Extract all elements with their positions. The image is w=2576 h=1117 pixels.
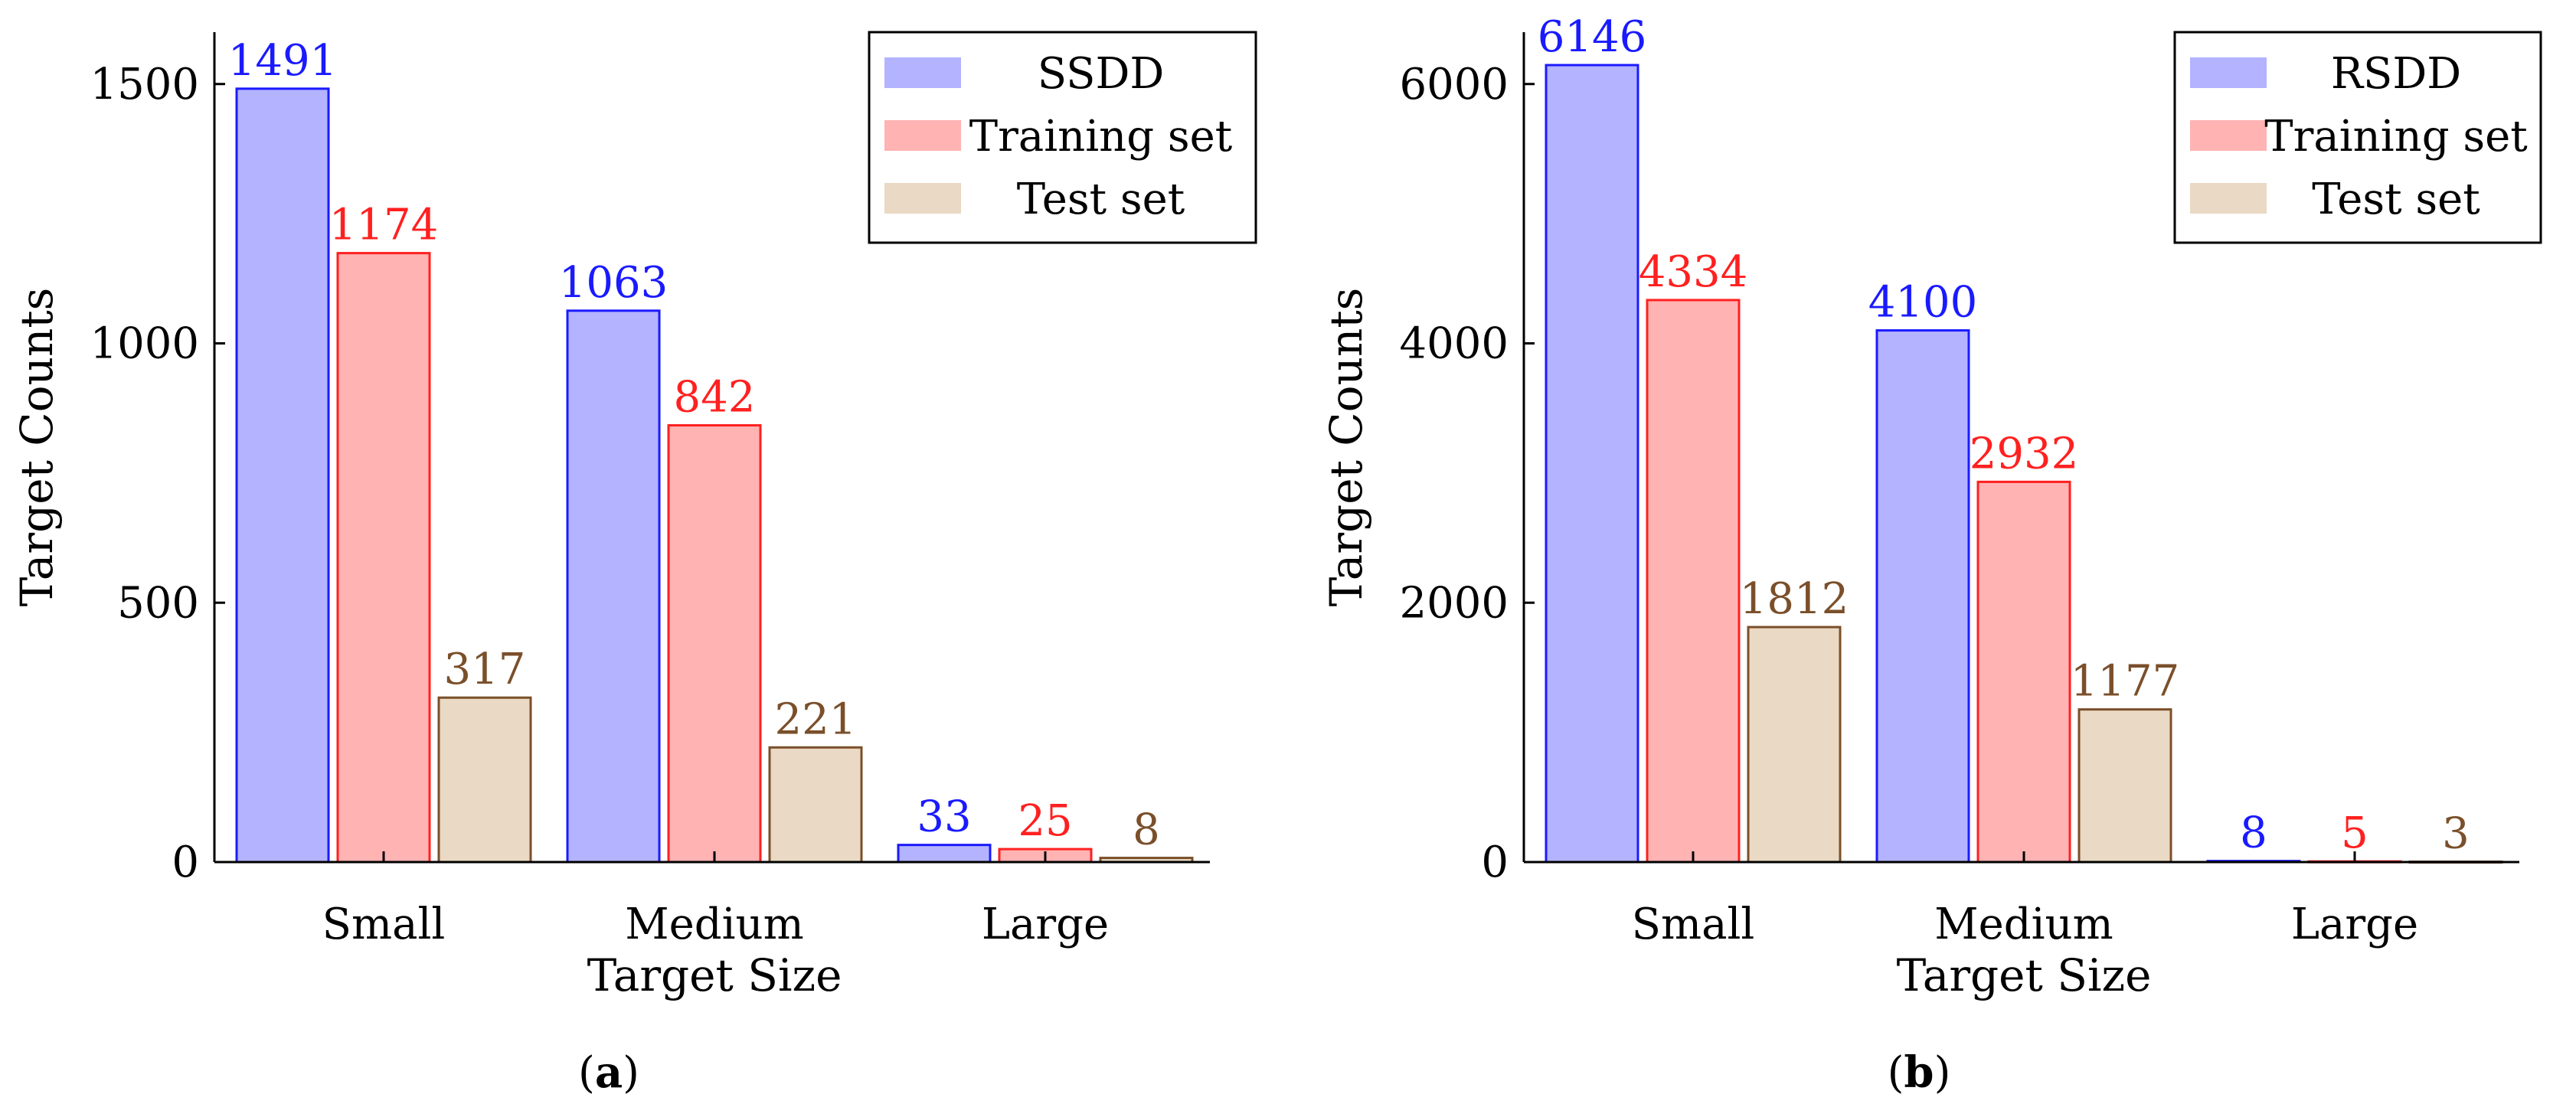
x-axis-title: Target Size	[1897, 949, 2152, 1001]
bar-test-set-medium	[768, 746, 863, 864]
bar-training-set-small	[1646, 299, 1741, 864]
legend-swatch	[884, 183, 961, 214]
data-label: 25	[1018, 796, 1072, 846]
y-tick-label: 1000	[90, 319, 199, 369]
caption: (b)	[1888, 1047, 1951, 1098]
x-tick-label: Medium	[1934, 900, 2113, 949]
data-label: 8	[1133, 805, 1160, 855]
y-axis-title: Target Counts	[1320, 288, 1372, 607]
legend-swatch	[884, 120, 961, 151]
legend-label: RSDD	[2331, 49, 2461, 99]
data-label: 4334	[1639, 247, 1748, 297]
y-tick-label: 1500	[90, 60, 199, 109]
legend: SSDD Training set Test set	[868, 31, 1257, 244]
caption-paren: )	[623, 1048, 639, 1098]
bar-test-set-small	[1747, 625, 1842, 864]
data-label: 1812	[1740, 574, 1849, 624]
y-tick-label: 500	[117, 578, 199, 628]
legend-swatch	[2190, 120, 2267, 151]
data-label: 5	[2341, 808, 2368, 858]
data-label: 1177	[2071, 657, 2180, 707]
x-axis-title: Target Size	[587, 949, 842, 1001]
bar-ssdd-small	[235, 87, 330, 864]
data-label: 3	[2442, 808, 2470, 858]
caption-paren: (	[578, 1048, 595, 1098]
bar-rsdd-medium	[1875, 329, 1970, 864]
bar-training-set-small	[336, 252, 431, 864]
data-label: 8	[2240, 808, 2267, 858]
y-tick-label: 2000	[1399, 578, 1509, 628]
chart-b: 6146 4100 8 4334 2932 5 1812 1177 3 0 2000 4000 6000…	[1320, 12, 2542, 1098]
legend-swatch	[2190, 183, 2267, 214]
x-tick-label: Small	[322, 900, 446, 949]
x-tick-label: Small	[1632, 900, 1755, 949]
legend-swatch	[884, 57, 961, 88]
x-tick-label: Medium	[625, 900, 803, 949]
y-axis-title: Target Counts	[11, 288, 63, 607]
data-label: 1491	[228, 36, 338, 86]
bar-test-set-medium	[2077, 708, 2172, 864]
data-label: 842	[674, 373, 756, 423]
y-tick-label: 0	[1481, 838, 1509, 887]
bar-training-set-medium	[1976, 480, 2071, 864]
data-label: 221	[775, 694, 857, 744]
data-label: 33	[917, 792, 971, 842]
y-tick-label: 0	[172, 838, 199, 887]
y-tick-label: 4000	[1399, 319, 1509, 369]
data-label: 4100	[1868, 278, 1978, 328]
caption-letter: b	[1904, 1047, 1934, 1098]
bar-rsdd-small	[1545, 64, 1639, 864]
caption-paren: (	[1888, 1048, 1904, 1098]
legend-label: Training set	[969, 112, 1233, 162]
caption: (a)	[578, 1047, 639, 1098]
legend-label: Test set	[1017, 175, 1185, 224]
y-tick-label: 6000	[1399, 60, 1509, 109]
data-label: 317	[444, 645, 526, 694]
data-label: 6146	[1538, 12, 1647, 62]
chart-a: 1491 1063 33 1174 842 25 317 221 8 0 500 1000 1500 Sm…	[11, 31, 1257, 1098]
legend-label: Test set	[2312, 175, 2480, 224]
data-label: 1174	[329, 201, 439, 250]
x-tick-label: Large	[2291, 900, 2418, 949]
legend-label: Training set	[2264, 112, 2528, 162]
x-tick-label: Large	[982, 900, 1109, 949]
bar-ssdd-large	[897, 844, 992, 864]
caption-letter: a	[595, 1047, 623, 1098]
data-label: 2932	[1970, 429, 2079, 478]
legend-swatch	[2190, 57, 2267, 88]
legend-label: SSDD	[1038, 49, 1165, 99]
caption-paren: )	[1934, 1048, 1951, 1098]
data-label: 1063	[559, 258, 669, 308]
bar-test-set-small	[437, 696, 532, 864]
bar-ssdd-medium	[566, 309, 661, 864]
bar-training-set-medium	[667, 424, 762, 864]
legend: RSDD Training set Test set	[2173, 31, 2542, 244]
